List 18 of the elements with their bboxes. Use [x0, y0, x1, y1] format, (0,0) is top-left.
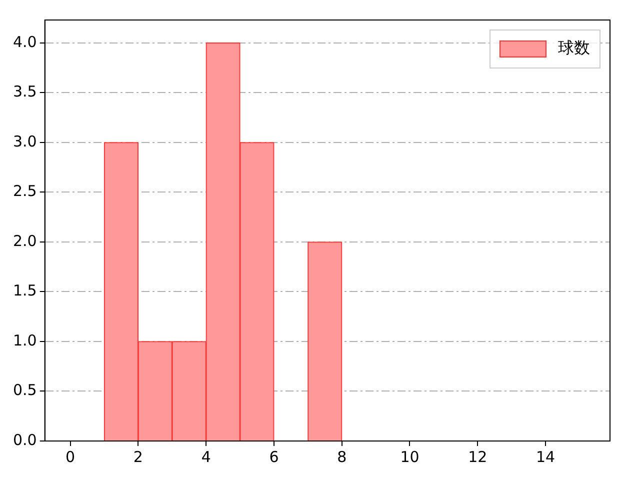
x-tick-label: 6	[269, 448, 279, 466]
legend-label: 球数	[558, 38, 590, 58]
x-tick-label: 4	[201, 448, 211, 466]
y-tick-label: 1.5	[12, 282, 37, 300]
x-tick-label: 8	[337, 448, 347, 466]
y-tick-label: 2.5	[12, 182, 37, 200]
y-tick-label: 1.0	[12, 331, 37, 350]
x-tick-label: 2	[133, 448, 143, 466]
y-tick-label: 3.0	[12, 132, 37, 150]
x-tick-label: 0	[66, 448, 76, 466]
y-tick-label: 4.0	[12, 32, 37, 51]
x-tick-label: 12	[468, 448, 488, 466]
x-tick-label: 10	[400, 448, 420, 466]
y-tick-label: 3.5	[12, 82, 37, 101]
y-tick-label: 2.0	[12, 232, 37, 250]
x-tick-label: 14	[536, 448, 556, 466]
y-tick-label: 0.0	[12, 430, 37, 449]
y-tick-label: 0.5	[12, 381, 37, 400]
